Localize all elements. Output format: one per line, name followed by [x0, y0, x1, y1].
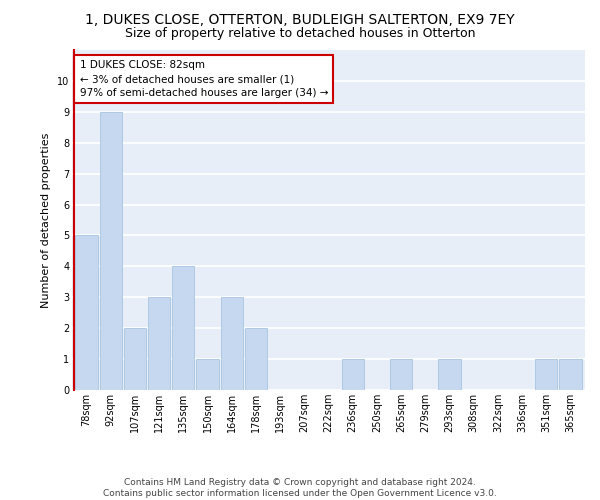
Bar — [124, 328, 146, 390]
Bar — [535, 359, 557, 390]
Text: Size of property relative to detached houses in Otterton: Size of property relative to detached ho… — [125, 28, 475, 40]
Bar — [221, 298, 243, 390]
Bar — [245, 328, 267, 390]
Bar — [196, 359, 218, 390]
Text: 1, DUKES CLOSE, OTTERTON, BUDLEIGH SALTERTON, EX9 7EY: 1, DUKES CLOSE, OTTERTON, BUDLEIGH SALTE… — [85, 12, 515, 26]
Bar — [172, 266, 194, 390]
Text: 1 DUKES CLOSE: 82sqm
← 3% of detached houses are smaller (1)
97% of semi-detache: 1 DUKES CLOSE: 82sqm ← 3% of detached ho… — [80, 60, 328, 98]
Bar — [148, 298, 170, 390]
Bar — [390, 359, 412, 390]
Bar — [76, 236, 98, 390]
Bar — [100, 112, 122, 390]
Y-axis label: Number of detached properties: Number of detached properties — [41, 132, 52, 308]
Bar — [439, 359, 461, 390]
Bar — [559, 359, 581, 390]
Bar — [341, 359, 364, 390]
Text: Contains HM Land Registry data © Crown copyright and database right 2024.
Contai: Contains HM Land Registry data © Crown c… — [103, 478, 497, 498]
